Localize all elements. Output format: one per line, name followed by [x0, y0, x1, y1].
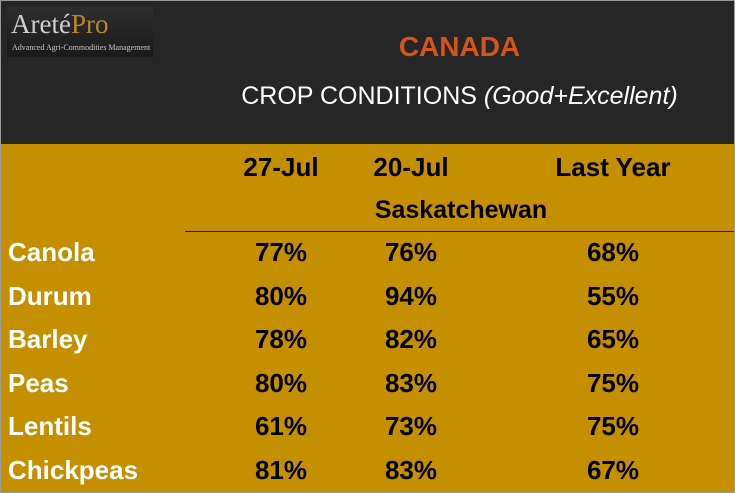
value-cell: 76% — [384, 237, 438, 267]
value-cell: 83% — [384, 367, 438, 398]
country-title: CANADA — [398, 31, 521, 62]
value-cell: 78% — [254, 324, 308, 355]
table-row: Barley 78% 82% 65% — [1, 324, 734, 364]
table-row: Durum 80% 94% 55% — [1, 281, 734, 321]
value-cell: 67% — [586, 455, 640, 485]
table-row: Lentils 61% 73% 75% — [1, 411, 734, 451]
value-cell: 94% — [384, 280, 438, 311]
chart-subtitle: CROP CONDITIONS (Good+Excellent) — [1, 82, 734, 111]
value-cell: 77% — [254, 237, 308, 267]
header-divider — [185, 231, 734, 232]
subtitle-main: CROP CONDITIONS — [241, 82, 477, 110]
value-cell: 75% — [586, 367, 640, 398]
value-cell: 55% — [586, 280, 640, 311]
column-header-20-jul: 20-Jul — [373, 152, 449, 182]
value-cell: 83% — [384, 455, 438, 485]
crop-conditions-table: 27-Jul 20-Jul Last Year Saskatchewan Can… — [1, 144, 734, 492]
column-header-27-jul: 27-Jul — [243, 152, 319, 182]
logo-tagline: Advanced Agri-Commodities Management — [12, 43, 151, 52]
logo-wordmark: AretéPro — [11, 9, 108, 40]
value-cell: 82% — [384, 324, 438, 355]
aretepro-logo: AretéPro Advanced Agri-Commodities Manag… — [7, 7, 153, 57]
row-label-barley: Barley — [8, 324, 88, 355]
row-label-chickpeas: Chickpeas — [8, 455, 139, 485]
table-row: Canola 77% 76% 68% — [1, 237, 734, 277]
region-label: Saskatchewan — [374, 196, 548, 224]
table-row: Peas 80% 83% 75% — [1, 368, 734, 408]
logo-name-arete: Areté — [11, 9, 71, 39]
header-banner: AretéPro Advanced Agri-Commodities Manag… — [1, 1, 734, 144]
value-cell: 61% — [254, 411, 308, 442]
value-cell: 75% — [586, 411, 640, 442]
column-header-last-year: Last Year — [555, 152, 671, 182]
subtitle-emphasis: (Good+Excellent) — [483, 82, 678, 110]
row-label-peas: Peas — [8, 367, 69, 398]
row-label-canola: Canola — [8, 237, 95, 267]
logo-name-pro: Pro — [70, 9, 109, 39]
value-cell: 81% — [254, 455, 308, 485]
value-cell: 80% — [254, 280, 308, 311]
value-cell: 68% — [586, 237, 640, 267]
row-label-lentils: Lentils — [8, 411, 92, 442]
value-cell: 80% — [254, 367, 308, 398]
table-row: Chickpeas 81% 83% 67% — [1, 455, 734, 492]
row-label-durum: Durum — [8, 280, 92, 311]
value-cell: 73% — [384, 411, 438, 442]
value-cell: 65% — [586, 324, 640, 355]
